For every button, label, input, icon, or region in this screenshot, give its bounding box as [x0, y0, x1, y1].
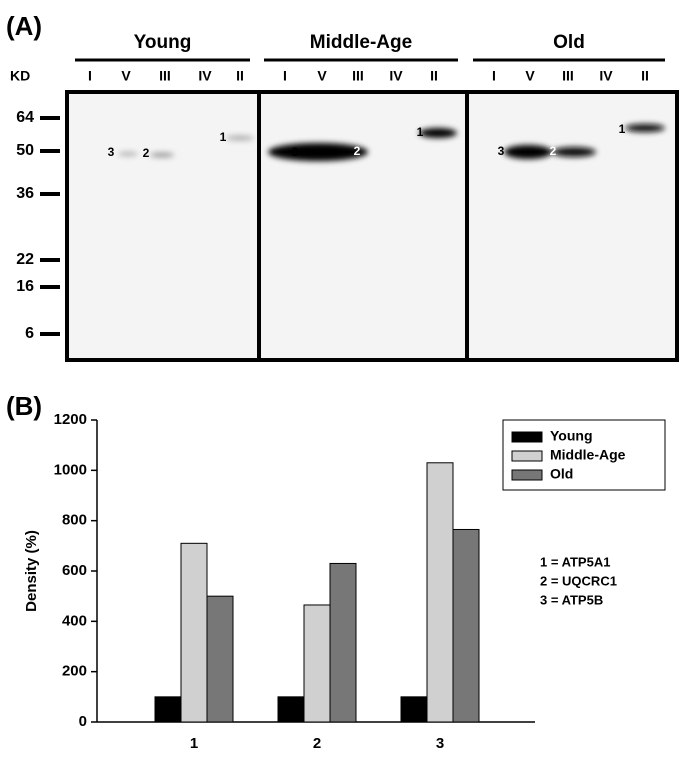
band-label: 3 — [292, 145, 299, 159]
panel-label: (A) — [6, 11, 42, 41]
x-tick-label: 3 — [436, 735, 444, 752]
x-tick-label: 1 — [190, 735, 198, 752]
marker-label: 22 — [16, 251, 34, 268]
y-tick-label: 0 — [79, 713, 87, 730]
marker-label: 36 — [16, 185, 34, 202]
bar — [329, 562, 357, 723]
bar — [400, 696, 428, 723]
band-label: 2 — [550, 144, 557, 158]
y-tick-label: 400 — [62, 612, 87, 629]
lane-label: III — [562, 68, 574, 84]
y-tick-label: 1200 — [54, 411, 87, 428]
legend-label: Young — [550, 428, 593, 444]
group-label: Young — [134, 32, 192, 53]
lane-label: IV — [389, 68, 403, 84]
band-label: 1 — [220, 130, 227, 144]
lane-label: III — [352, 68, 364, 84]
band — [118, 152, 138, 156]
band — [504, 145, 552, 159]
bar — [154, 696, 182, 723]
annotation: 1 = ATP5A1 — [540, 554, 610, 569]
lane-label: V — [525, 68, 535, 84]
lane-label: II — [236, 68, 244, 84]
legend-label: Middle-Age — [550, 447, 626, 463]
annotation: 2 = UQCRC1 — [540, 573, 617, 588]
marker-label: 16 — [16, 278, 34, 295]
y-tick-label: 800 — [62, 512, 87, 529]
band-label: 1 — [417, 125, 424, 139]
lane-label: III — [159, 68, 171, 84]
lane-label: I — [283, 68, 287, 84]
bar — [206, 595, 234, 723]
band — [625, 124, 665, 132]
panel-label: (B) — [6, 391, 42, 421]
bar — [277, 696, 305, 723]
lane-label: V — [317, 68, 327, 84]
band-label: 2 — [354, 144, 361, 158]
kd-label: KD — [10, 68, 30, 84]
y-tick-label: 600 — [62, 562, 87, 579]
bar — [426, 462, 454, 723]
legend-swatch — [511, 469, 543, 481]
y-tick-label: 1000 — [54, 461, 87, 478]
band — [419, 128, 457, 138]
bar — [303, 604, 331, 723]
group-label: Middle-Age — [310, 32, 412, 53]
bands — [118, 124, 665, 161]
legend-swatch — [511, 450, 543, 462]
lane-label: IV — [198, 68, 212, 84]
lane-label: IV — [599, 68, 613, 84]
band-label: 3 — [498, 144, 505, 158]
band — [268, 143, 368, 161]
y-tick-label: 200 — [62, 663, 87, 680]
band-label: 2 — [143, 146, 150, 160]
band — [150, 152, 174, 158]
band-label: 3 — [108, 145, 115, 159]
band-label: 1 — [619, 122, 626, 136]
band — [226, 135, 254, 141]
legend-swatch — [511, 431, 543, 443]
bar — [452, 528, 480, 723]
x-tick-label: 2 — [313, 735, 321, 752]
annotation: 3 = ATP5B — [540, 592, 603, 607]
marker-label: 6 — [25, 325, 34, 342]
lane-label: II — [641, 68, 649, 84]
lane-label: II — [430, 68, 438, 84]
marker-label: 50 — [16, 142, 34, 159]
legend-label: Old — [550, 466, 573, 482]
lane-label: I — [88, 68, 92, 84]
y-axis-label: Density (%) — [23, 530, 40, 612]
bar — [180, 542, 208, 723]
marker-label: 64 — [16, 109, 34, 126]
group-label: Old — [553, 32, 585, 53]
lane-label: I — [492, 68, 496, 84]
band — [552, 147, 596, 157]
lane-label: V — [121, 68, 131, 84]
blot — [65, 90, 679, 362]
